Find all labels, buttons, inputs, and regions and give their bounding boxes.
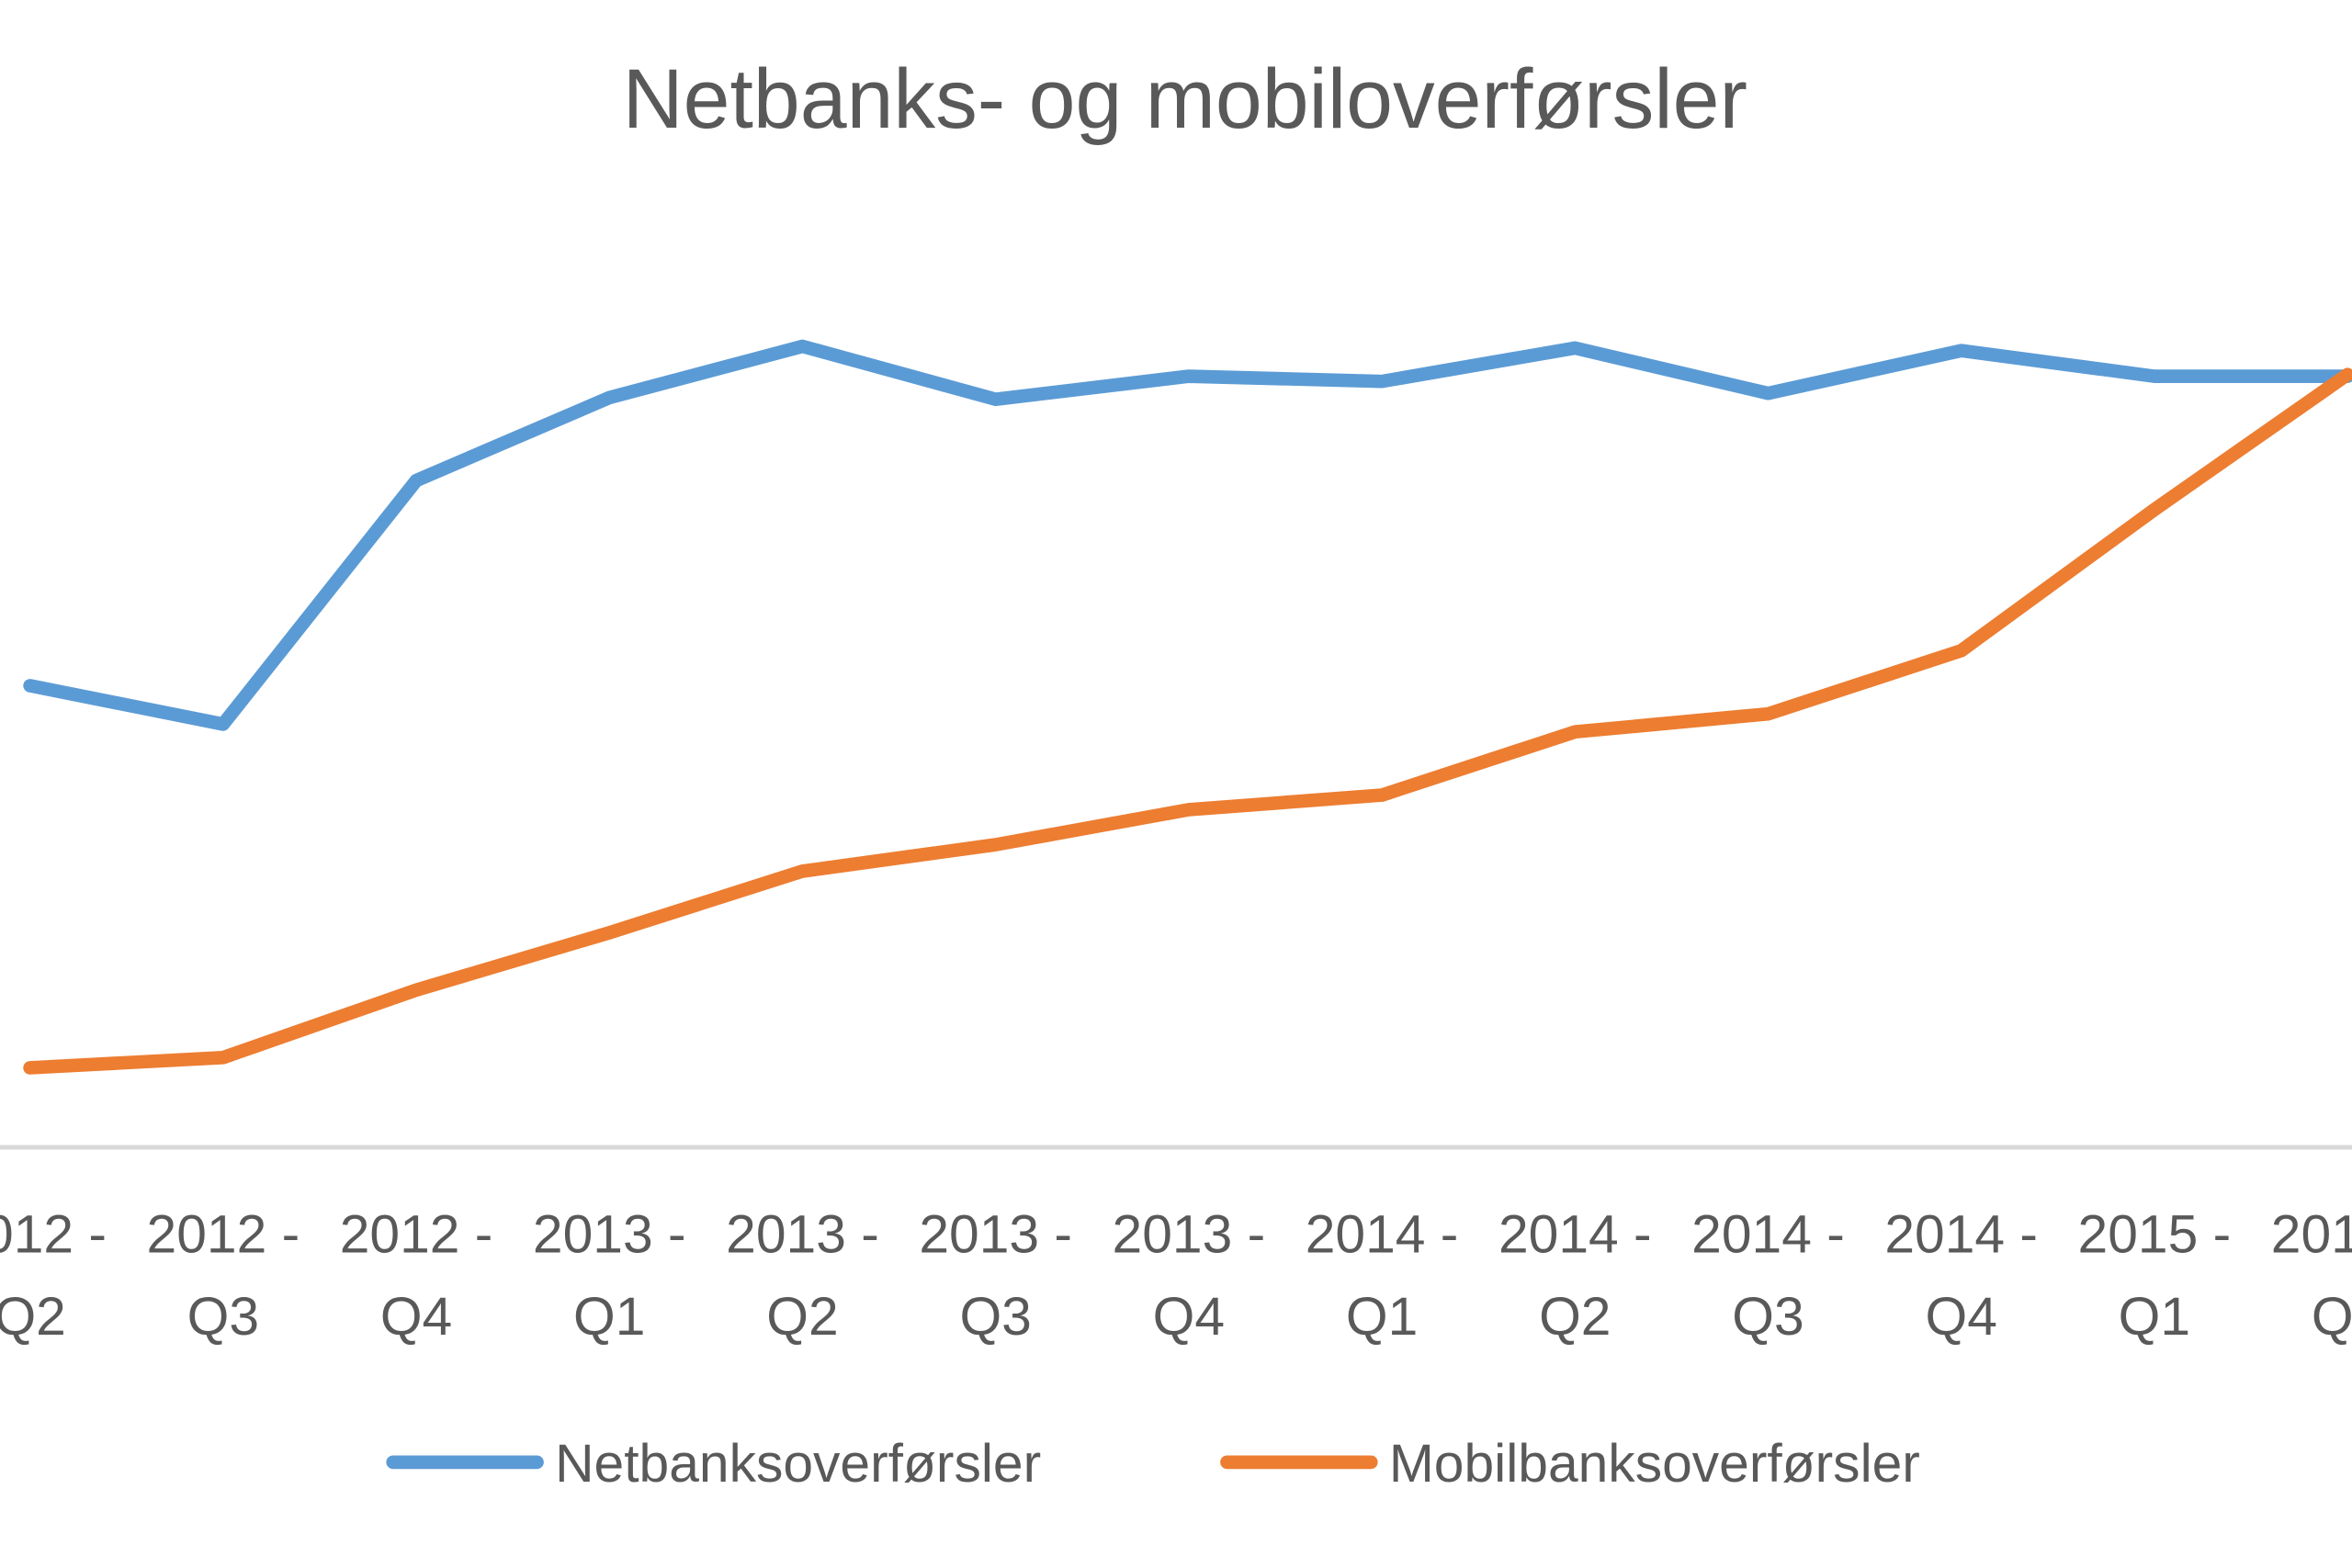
legend-label: Netbanksoverførsler (555, 1434, 1041, 1494)
x-tick-label: 2014 -Q3 (1691, 1204, 1845, 1347)
chart-title: Netbanks- og mobiloverførsler (623, 52, 1747, 146)
x-tick-label: 2015 -Q1 (2078, 1204, 2232, 1347)
x-tick-label: 2014 -Q2 (1498, 1204, 1652, 1347)
x-tick-label: 2013 -Q4 (1113, 1204, 1266, 1347)
x-tick-label: 2015 -Q2 (2271, 1204, 2352, 1347)
x-tick-label: 2014 -Q4 (1884, 1204, 2038, 1347)
series-line (23, 367, 2352, 1075)
x-tick-label: 2013 -Q1 (533, 1204, 686, 1347)
legend-label: Mobilbanksoverførsler (1389, 1434, 1920, 1494)
x-tick-label: 2012 -Q4 (340, 1204, 493, 1347)
x-tick-label: 2012 -Q2 (0, 1204, 107, 1347)
x-tick-label: 2014 -Q1 (1306, 1204, 1459, 1347)
x-tick-label: 2013 -Q2 (726, 1204, 879, 1347)
series-line (23, 339, 2352, 731)
x-tick-label: 2012 -Q3 (147, 1204, 300, 1347)
x-tick-label: 2013 -Q3 (919, 1204, 1072, 1347)
